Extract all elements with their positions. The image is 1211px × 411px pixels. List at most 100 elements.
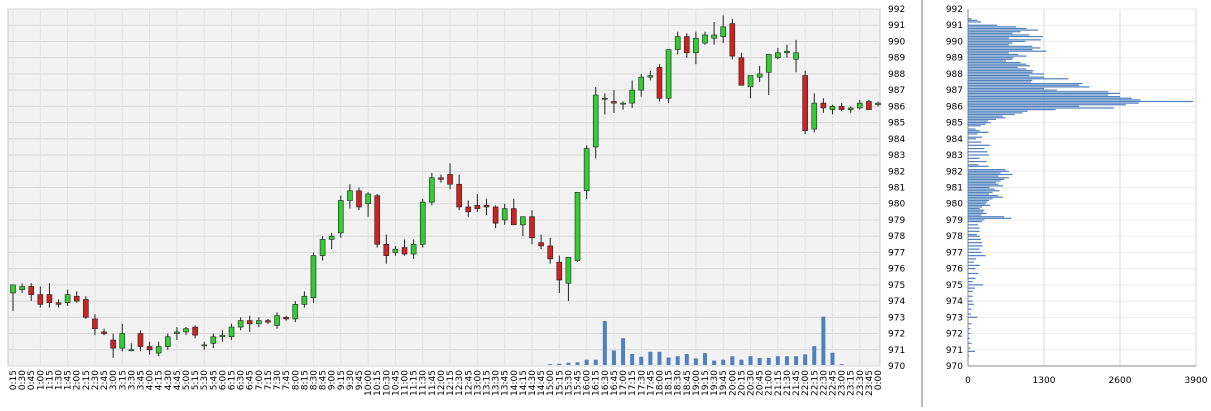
candle-body-up bbox=[720, 26, 727, 37]
candle-body-up bbox=[419, 201, 426, 245]
volume-bar bbox=[575, 362, 580, 365]
time-tick-label: 20:00 bbox=[728, 370, 738, 396]
profile-bar bbox=[968, 96, 1120, 98]
time-tick-label: 11:30 bbox=[419, 370, 429, 396]
candle-body-up bbox=[274, 315, 280, 326]
profile-bar bbox=[968, 199, 990, 202]
profile-x-tick-label: 3900 bbox=[1185, 376, 1208, 386]
profile-bar bbox=[968, 68, 1027, 70]
profile-bar bbox=[968, 138, 977, 140]
profile-bar bbox=[968, 66, 1018, 69]
profile-bar bbox=[968, 147, 985, 150]
time-tick-label: 12:00 bbox=[437, 370, 447, 396]
profile-bar bbox=[968, 113, 1015, 116]
volume-bar bbox=[703, 353, 707, 365]
price-tick-label: 970 bbox=[888, 362, 905, 372]
profile-bar bbox=[968, 209, 985, 211]
time-tick-label: 22:15 bbox=[810, 370, 820, 396]
candle-body-up bbox=[638, 76, 645, 91]
time-tick-label: 1:45 bbox=[64, 370, 74, 390]
profile-bar bbox=[968, 313, 971, 315]
profile-bar bbox=[968, 123, 986, 125]
time-tick-label: 5:45 bbox=[209, 370, 219, 390]
profile-bar bbox=[968, 316, 978, 318]
candle-body-up bbox=[775, 52, 781, 58]
candle-body-up bbox=[155, 346, 162, 354]
profile-bar bbox=[968, 337, 970, 340]
profile-bar bbox=[968, 26, 1016, 28]
candle-body-down bbox=[73, 295, 80, 302]
candle-body-down bbox=[374, 195, 381, 245]
profile-bar bbox=[968, 120, 988, 122]
candle-body-up bbox=[620, 102, 626, 105]
time-tick-label: 16:45 bbox=[610, 370, 620, 396]
profile-bar bbox=[968, 133, 978, 135]
profile-price-label: 983 bbox=[946, 151, 963, 161]
profile-bar bbox=[968, 39, 1042, 41]
profile-bar bbox=[968, 217, 1012, 219]
candle-body-down bbox=[729, 23, 736, 57]
time-tick-label: 14:30 bbox=[528, 370, 538, 396]
price-tick-label: 991 bbox=[888, 21, 905, 31]
candle-body-down bbox=[820, 102, 827, 109]
candle-body-up bbox=[392, 248, 399, 253]
candle-body-up bbox=[319, 239, 326, 256]
profile-bar bbox=[968, 86, 1090, 88]
volume-bar bbox=[611, 350, 616, 365]
profile-bar bbox=[968, 188, 995, 190]
time-tick-label: 0:15 bbox=[9, 370, 19, 390]
profile-bar bbox=[968, 70, 1034, 72]
profile-bar bbox=[968, 128, 976, 130]
profile-bar bbox=[968, 170, 1009, 172]
candle-body-down bbox=[438, 177, 444, 180]
time-tick-label: 15:15 bbox=[555, 370, 565, 396]
profile-bar bbox=[968, 55, 1027, 57]
time-tick-label: 18:15 bbox=[665, 370, 675, 396]
candle-body-up bbox=[629, 89, 635, 104]
profile-bar bbox=[968, 220, 983, 223]
time-tick-label: 5:15 bbox=[191, 370, 201, 390]
price-tick-label: 978 bbox=[888, 232, 905, 242]
candle-body-down bbox=[246, 320, 253, 325]
profile-bar bbox=[968, 216, 1005, 218]
price-tick-label: 983 bbox=[888, 151, 905, 161]
price-tick-label: 988 bbox=[888, 70, 905, 80]
candle-body-up bbox=[174, 331, 180, 334]
profile-bar bbox=[968, 110, 1028, 112]
candle-body-up bbox=[856, 102, 863, 109]
time-tick-label: 9:15 bbox=[337, 370, 347, 390]
price-tick-label: 974 bbox=[888, 297, 905, 307]
profile-price-label: 971 bbox=[946, 346, 963, 356]
time-tick-label: 17:30 bbox=[637, 370, 647, 396]
price-tick-label: 971 bbox=[888, 346, 905, 356]
time-tick-label: 21:30 bbox=[783, 370, 793, 396]
candle-body-up bbox=[674, 36, 681, 50]
time-tick-label: 8:15 bbox=[300, 370, 310, 390]
candle-body-up bbox=[747, 75, 754, 88]
candle-body-down bbox=[510, 208, 517, 226]
time-tick-label: 17:15 bbox=[628, 370, 638, 396]
time-tick-label: 1:30 bbox=[55, 370, 65, 390]
profile-bar bbox=[968, 172, 1001, 174]
time-tick-label: 2:45 bbox=[100, 370, 110, 390]
time-tick-label: 19:15 bbox=[701, 370, 711, 396]
profile-bar bbox=[968, 169, 1006, 171]
volume-bar bbox=[839, 364, 844, 365]
profile-price-label: 990 bbox=[946, 37, 963, 47]
profile-bar bbox=[968, 91, 1109, 93]
profile-bar bbox=[968, 165, 989, 168]
profile-bar bbox=[968, 57, 1014, 59]
profile-price-label: 978 bbox=[946, 232, 963, 242]
candle-body-down bbox=[283, 317, 289, 320]
time-tick-label: 8:00 bbox=[291, 370, 301, 390]
time-tick-label: 13:30 bbox=[492, 370, 502, 396]
profile-price-label: 970 bbox=[946, 362, 963, 372]
profile-bar bbox=[968, 74, 1030, 77]
candle-body-down bbox=[55, 302, 62, 305]
profile-bar bbox=[968, 121, 991, 124]
candle-body-down bbox=[483, 205, 490, 208]
volume-bar bbox=[812, 346, 817, 365]
profile-bar bbox=[968, 185, 1004, 187]
profile-bar bbox=[968, 230, 980, 232]
